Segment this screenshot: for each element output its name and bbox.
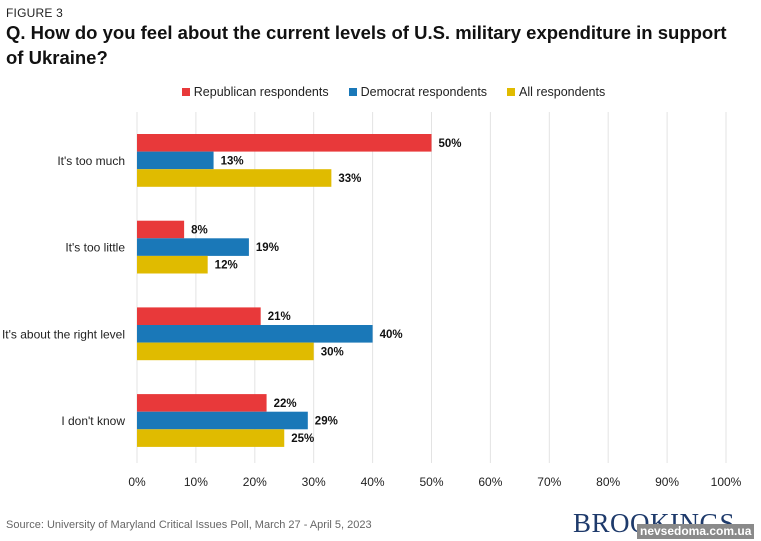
data-label: 25% (291, 433, 314, 445)
data-label: 33% (338, 173, 361, 185)
legend-item-all: All respondents (507, 85, 605, 99)
data-labels: 50% 13% 33% 8% 19% 12% 21% 40% 30% 22% 29%25% (191, 138, 461, 445)
bar (137, 307, 261, 325)
data-label: 50% (439, 138, 462, 150)
category-label: It's too much (57, 154, 125, 168)
category-labels: It's too much It's too little It's about t… (2, 154, 125, 428)
category-label: It's about the right level (2, 327, 125, 341)
data-label: 19% (256, 242, 279, 254)
data-label: 22% (274, 398, 297, 410)
x-tick-label: 60% (478, 475, 502, 489)
x-tick-label: 70% (537, 475, 561, 489)
x-tick-label: 80% (596, 475, 620, 489)
legend-swatch-republican (181, 88, 190, 96)
figure-label: FIGURE 3 (6, 6, 63, 20)
x-tick-label: 10% (184, 475, 208, 489)
legend-label-democrat: Democrat respondents (360, 85, 488, 99)
legend-label-republican: Republican respondents (193, 85, 329, 99)
category-label: I don't know (61, 414, 125, 428)
data-label: 8% (191, 225, 208, 237)
bar (137, 342, 314, 361)
data-label: 12% (215, 260, 238, 272)
legend: Republican respondents Democrat responde… (0, 85, 761, 99)
x-tick-label: 0% (128, 475, 146, 489)
data-label: 21% (268, 311, 291, 323)
x-tick-label: 20% (243, 475, 267, 489)
source-note: Source: University of Maryland Critical … (6, 519, 372, 531)
x-tick-labels: 0% 10% 20% 30% 40% 50% 60% 70% 80% 90% 100% (128, 475, 741, 489)
bar (137, 255, 208, 274)
bar (137, 151, 214, 170)
data-label: 29% (315, 416, 338, 428)
category-label: It's too little (65, 241, 125, 255)
legend-item-democrat: Democrat respondents (348, 85, 488, 99)
x-tick-label: 50% (419, 475, 443, 489)
bar (137, 429, 285, 447)
x-tick-label: 40% (361, 475, 385, 489)
data-label: 13% (221, 155, 244, 167)
x-tick-label: 100% (711, 475, 742, 489)
legend-swatch-all (507, 88, 516, 96)
x-tick-label: 90% (655, 475, 679, 489)
bar (137, 394, 267, 412)
watermark: nevsedoma.com.ua (637, 524, 755, 539)
legend-swatch-democrat (348, 88, 357, 96)
bars (137, 134, 432, 447)
bar (137, 411, 308, 430)
data-label: 40% (380, 329, 403, 341)
data-label: 30% (321, 346, 344, 358)
bar (137, 169, 332, 187)
x-tick-label: 30% (302, 475, 326, 489)
bar (137, 134, 432, 152)
legend-label-all: All respondents (519, 85, 606, 99)
bar (137, 220, 185, 239)
chart-title: Q. How do you feel about the current lev… (6, 22, 727, 68)
legend-item-republican: Republican respondents (181, 85, 329, 99)
bar (137, 325, 373, 343)
bar (137, 238, 249, 256)
